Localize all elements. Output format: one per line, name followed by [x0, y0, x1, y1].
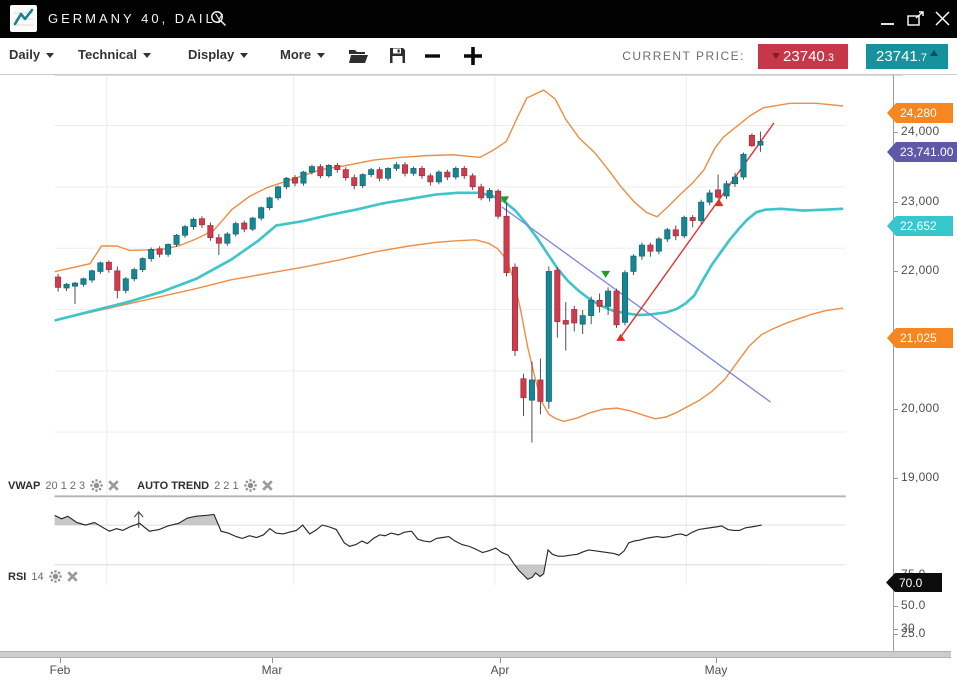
- price-down-icon: [772, 53, 781, 59]
- menu-display[interactable]: Display: [188, 47, 249, 62]
- vwap-close-icon[interactable]: [108, 480, 119, 491]
- axis-tick: [893, 606, 898, 607]
- menu-technical[interactable]: Technical: [78, 47, 152, 62]
- vwap-settings-icon[interactable]: [90, 479, 103, 492]
- zoom-out-button[interactable]: [424, 53, 442, 59]
- rsi-close-icon[interactable]: [66, 571, 78, 582]
- search-icon[interactable]: [210, 10, 227, 27]
- menu-display-label: Display: [188, 47, 235, 62]
- time-scrollbar[interactable]: [0, 651, 951, 658]
- bid-badge: 23740.3: [758, 43, 848, 69]
- vwap-params: 20 1 2 3: [45, 479, 86, 492]
- auto-trend-close-icon[interactable]: [261, 480, 273, 491]
- month-tick: [272, 658, 273, 663]
- close-button[interactable]: [932, 8, 954, 30]
- vwap-legend: VWAP: [8, 479, 41, 492]
- chevron-down-icon: [143, 53, 152, 59]
- menu-more-label: More: [280, 47, 312, 62]
- month-tick: [60, 658, 61, 663]
- axis-badge-orange: 24,280: [887, 103, 953, 123]
- axis-tick: [893, 409, 898, 410]
- axis-tick-label: 19,000: [901, 470, 940, 484]
- current-price-area: CURRENT PRICE: 23740.3 23741.7: [622, 43, 948, 69]
- ask-decimal: .7: [917, 52, 927, 64]
- month-label-may: May: [704, 663, 728, 677]
- axis-tick-label: 23,000: [901, 194, 940, 208]
- month-tick: [500, 658, 501, 663]
- zoom-in-button[interactable]: [462, 45, 484, 67]
- auto-trend-settings-icon[interactable]: [243, 479, 257, 492]
- bid-value: 23740: [783, 47, 825, 65]
- rsi-legend-row: RSI 14: [8, 570, 78, 583]
- axis-tick-label: 20,000: [901, 401, 940, 415]
- month-label-mar: Mar: [261, 663, 283, 677]
- month-tick: [716, 658, 717, 663]
- axis-tick: [893, 478, 898, 479]
- window-title: GERMANY 40, DAILY: [48, 11, 227, 26]
- axis-tick: [893, 132, 898, 133]
- title-bar: GERMANY 40, DAILY: [0, 0, 957, 38]
- menu-daily-label: Daily: [9, 47, 41, 62]
- rsi-settings-icon[interactable]: [48, 570, 62, 583]
- month-label-apr: Apr: [490, 663, 510, 677]
- toolbar: Daily Technical Display More CURRENT PRI…: [0, 38, 957, 75]
- month-label-feb: Feb: [49, 663, 71, 677]
- rsi-params: 14: [31, 570, 44, 583]
- minimize-button[interactable]: [877, 8, 899, 30]
- ask-value: 23741: [876, 47, 918, 65]
- auto-trend-params: 2 2 1: [214, 479, 239, 492]
- overlay-legends: VWAP 20 1 2 3 AUTO TREND 2 2 1: [8, 479, 273, 492]
- axis-tick: [893, 271, 898, 272]
- menu-daily[interactable]: Daily: [9, 47, 55, 62]
- axis-tick-label: 50.0: [901, 598, 926, 612]
- save-icon[interactable]: [389, 47, 406, 64]
- menu-more[interactable]: More: [280, 47, 326, 62]
- axis-tick: [893, 634, 898, 635]
- axis-badge-cyan: 22,652: [887, 216, 953, 236]
- axis-badge-orange: 21,025: [887, 328, 953, 348]
- chevron-down-icon: [46, 53, 55, 59]
- axis-tick-label: 25.0: [901, 626, 926, 640]
- axis-badge-purple: 23,741.00: [887, 142, 957, 162]
- axis-tick-label: 24,000: [901, 124, 940, 138]
- axis-tick: [893, 629, 898, 630]
- axis-tick-label: 22,000: [901, 263, 940, 277]
- main-chart[interactable]: [0, 75, 957, 658]
- chevron-down-icon: [317, 53, 326, 59]
- chevron-down-icon: [240, 53, 249, 59]
- ask-badge: 23741.7: [866, 43, 948, 69]
- restore-button[interactable]: [905, 8, 927, 30]
- axis-tick: [893, 202, 898, 203]
- auto-trend-legend: AUTO TREND: [137, 479, 210, 492]
- bid-decimal: .3: [824, 52, 834, 64]
- rsi-legend: RSI: [8, 570, 27, 583]
- axis-tick-label: 30: [901, 621, 915, 635]
- app-logo-icon: [10, 5, 37, 32]
- price-up-icon: [929, 50, 938, 56]
- price-axis[interactable]: [893, 75, 894, 658]
- axis-badge-black: 70.0: [886, 573, 942, 592]
- current-price-label: CURRENT PRICE:: [622, 49, 745, 63]
- menu-technical-label: Technical: [78, 47, 138, 62]
- open-file-icon[interactable]: [348, 48, 369, 64]
